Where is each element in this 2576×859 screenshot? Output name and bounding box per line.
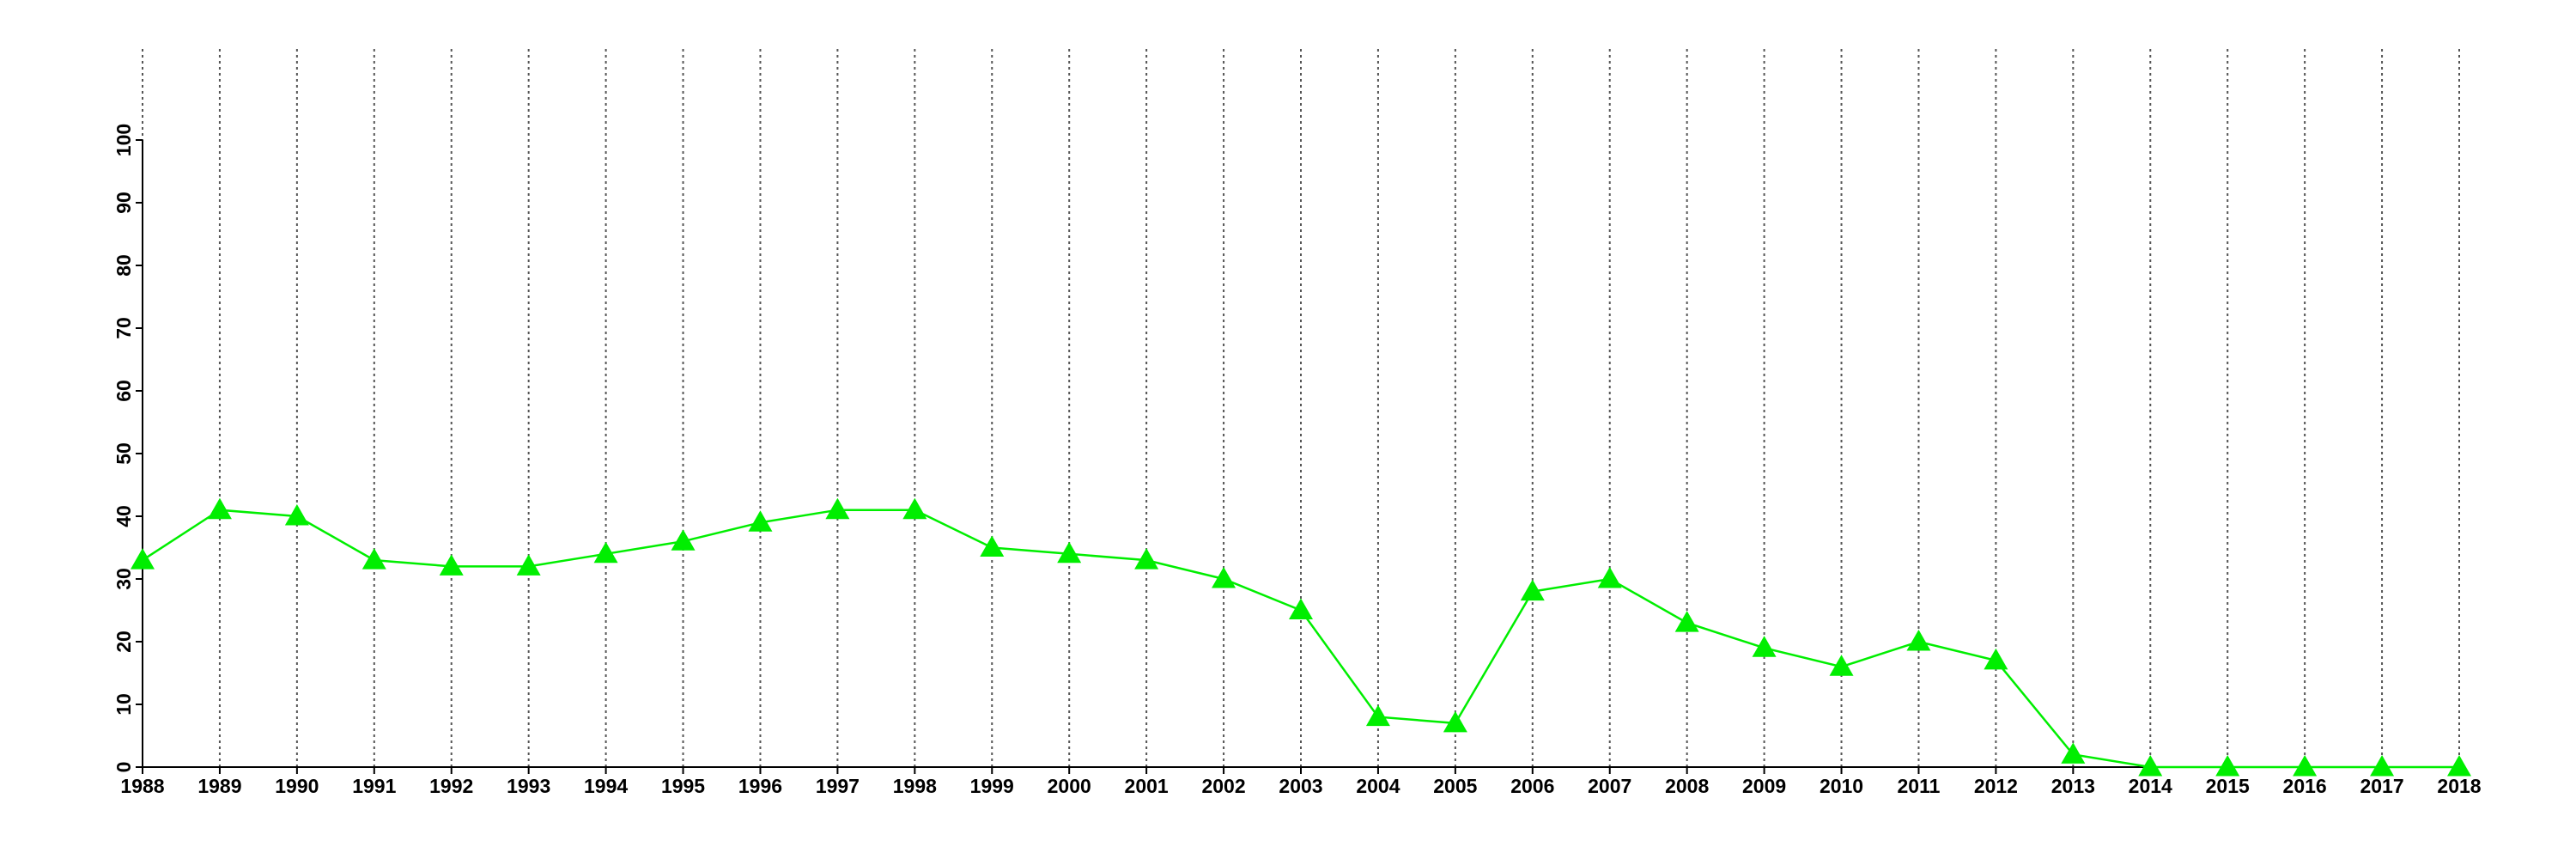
y-tick-label: 0 xyxy=(112,762,135,773)
x-tick-label: 2000 xyxy=(1048,775,1091,797)
marker xyxy=(980,535,1005,557)
marker xyxy=(1597,567,1622,588)
marker xyxy=(1906,630,1931,651)
marker xyxy=(361,548,386,570)
marker xyxy=(284,504,309,526)
y-tick-label: 90 xyxy=(112,192,135,214)
x-tick-label: 2003 xyxy=(1279,775,1322,797)
marker xyxy=(1752,636,1777,657)
x-tick-label: 2018 xyxy=(2437,775,2481,797)
marker xyxy=(748,510,773,532)
marker xyxy=(1443,710,1467,733)
marker xyxy=(1289,598,1313,619)
x-tick-label: 2010 xyxy=(1820,775,1863,797)
x-tick-label: 2009 xyxy=(1742,775,1786,797)
x-tick-label: 1990 xyxy=(275,775,319,797)
marker xyxy=(1057,541,1082,564)
marker xyxy=(902,497,927,520)
x-tick-label: 2016 xyxy=(2283,775,2327,797)
marker xyxy=(2138,755,2163,777)
marker xyxy=(1365,704,1390,727)
marker xyxy=(1520,579,1545,601)
y-tick-label: 70 xyxy=(112,317,135,339)
marker xyxy=(207,497,232,520)
x-tick-label: 1991 xyxy=(352,775,396,797)
x-tick-label: 2015 xyxy=(2206,775,2250,797)
y-tick-label: 100 xyxy=(112,124,135,156)
y-tick-label: 10 xyxy=(112,693,135,716)
x-tick-label: 2002 xyxy=(1201,775,1245,797)
marker xyxy=(1674,611,1699,632)
marker xyxy=(671,529,696,551)
x-tick-label: 1992 xyxy=(429,775,473,797)
x-tick-label: 2013 xyxy=(2051,775,2095,797)
x-tick-label: 1989 xyxy=(197,775,241,797)
marker xyxy=(1829,655,1854,676)
x-tick-label: 2007 xyxy=(1588,775,1631,797)
x-tick-label: 1994 xyxy=(584,775,628,797)
x-tick-label: 1999 xyxy=(970,775,1014,797)
marker xyxy=(2061,742,2086,764)
x-tick-label: 2012 xyxy=(1974,775,2018,797)
x-tick-label: 1988 xyxy=(120,775,164,797)
marker xyxy=(2215,755,2240,777)
marker xyxy=(2370,755,2395,777)
marker xyxy=(516,554,541,576)
y-tick-label: 30 xyxy=(112,568,135,590)
marker xyxy=(439,554,464,576)
x-tick-label: 2004 xyxy=(1356,775,1400,797)
marker xyxy=(2447,755,2471,777)
x-tick-label: 2001 xyxy=(1125,775,1169,797)
x-tick-label: 1993 xyxy=(507,775,550,797)
y-tick-label: 80 xyxy=(112,254,135,277)
y-tick-label: 60 xyxy=(112,380,135,402)
x-tick-label: 2011 xyxy=(1898,775,1941,797)
x-tick-label: 2005 xyxy=(1433,775,1477,797)
marker xyxy=(131,548,155,570)
x-tick-label: 1995 xyxy=(661,775,705,797)
x-tick-label: 1998 xyxy=(893,775,937,797)
marker xyxy=(2293,755,2318,777)
marker xyxy=(825,497,850,520)
marker xyxy=(593,541,618,564)
x-tick-label: 2014 xyxy=(2129,775,2172,797)
marker xyxy=(1212,567,1236,588)
marker xyxy=(1134,548,1159,570)
y-tick-label: 50 xyxy=(112,442,135,465)
x-tick-label: 2008 xyxy=(1665,775,1709,797)
x-tick-label: 1996 xyxy=(738,775,782,797)
marker xyxy=(1984,648,2008,670)
x-tick-label: 2006 xyxy=(1510,775,1554,797)
y-tick-label: 40 xyxy=(112,505,135,527)
x-tick-label: 1997 xyxy=(816,775,860,797)
x-tick-label: 2017 xyxy=(2360,775,2403,797)
y-tick-label: 20 xyxy=(112,631,135,653)
